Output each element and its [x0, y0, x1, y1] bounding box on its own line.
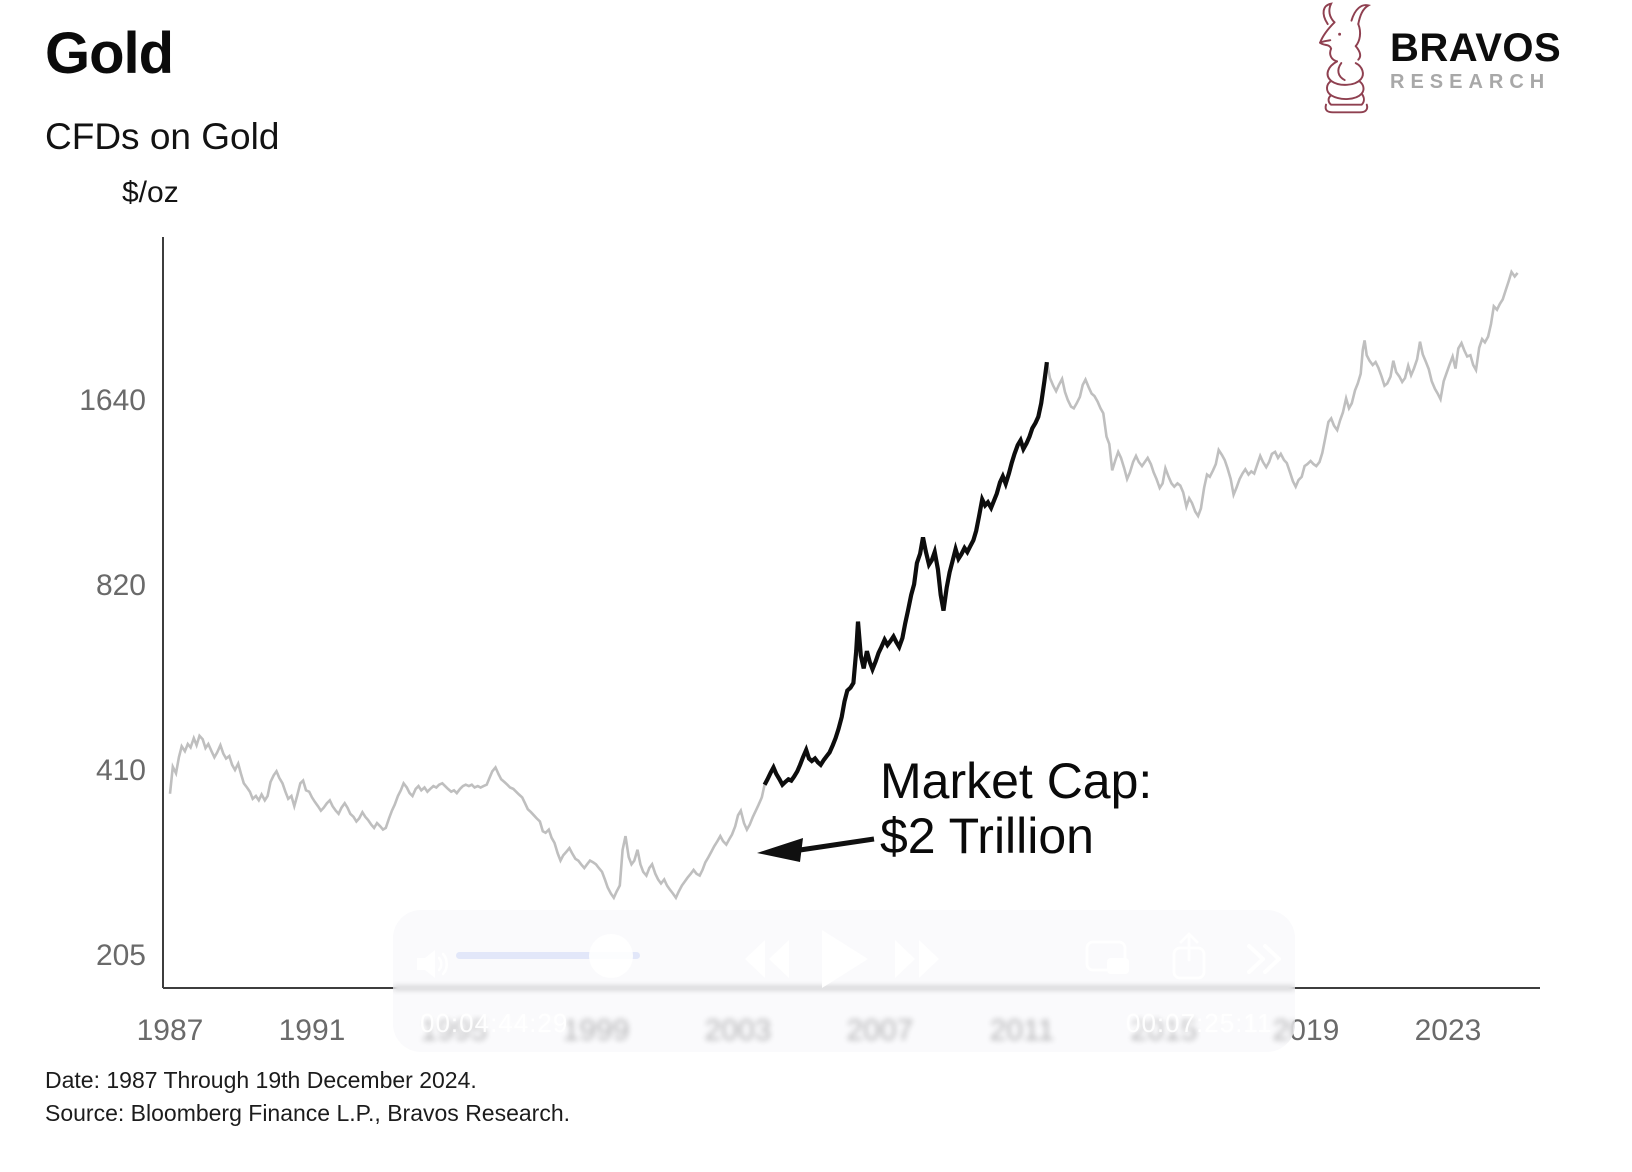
x-tick-label: 2023 — [1415, 1014, 1482, 1047]
volume-slider-knob[interactable] — [589, 934, 633, 978]
brand-subname: RESEARCH — [1390, 71, 1551, 93]
more-chevrons-icon[interactable] — [1245, 942, 1285, 976]
annotation-arrow-shaft — [799, 836, 875, 853]
annotation-line1: Market Cap: — [880, 753, 1153, 809]
share-icon[interactable] — [1170, 932, 1208, 982]
footer-date-line: Date: 1987 Through 19th December 2024. — [45, 1067, 477, 1093]
footer-source-line: Source: Bloomberg Finance L.P., Bravos R… — [45, 1099, 571, 1126]
burned-in-timecode-right: 00:07:25:11 — [1126, 1008, 1273, 1038]
page-title: Gold — [45, 21, 174, 86]
x-tick-label: 1987 — [137, 1014, 204, 1047]
y-axis-unit-label: $/oz — [122, 176, 179, 209]
price-line-highlight — [762, 361, 1049, 789]
chart-subtitle: CFDs on Gold — [45, 116, 280, 157]
price-line-gray-early — [168, 733, 766, 901]
brand-name: BRAVOS — [1390, 26, 1562, 70]
x-tick-label: 1991 — [279, 1014, 346, 1047]
brand-logo: BRAVOS RESEARCH — [1306, 1, 1616, 119]
volume-slider-track[interactable] — [456, 952, 640, 959]
volume-icon[interactable] — [415, 946, 455, 982]
y-tick-label: 410 — [96, 754, 146, 787]
rewind-icon[interactable] — [743, 938, 791, 980]
price-line-gray-late — [1045, 268, 1519, 519]
annotation-line2: $2 Trillion — [880, 808, 1094, 864]
burned-in-timecode-left: 00:04:44:29 — [420, 1008, 569, 1038]
fast-forward-icon[interactable] — [893, 938, 941, 980]
footer-notes: Date: 1987 Through 19th December 2024. S… — [45, 1064, 570, 1129]
y-tick-label: 1640 — [79, 384, 146, 417]
y-tick-label: 820 — [96, 569, 146, 602]
bull-logo-icon — [1306, 1, 1380, 119]
video-player-overlay[interactable] — [393, 910, 1295, 1052]
annotation-arrow-head — [757, 838, 803, 862]
play-icon[interactable] — [820, 928, 870, 990]
picture-in-picture-icon[interactable] — [1085, 940, 1131, 978]
market-cap-annotation: Market Cap: $2 Trillion — [880, 754, 1152, 864]
y-tick-label: 205 — [96, 939, 146, 972]
